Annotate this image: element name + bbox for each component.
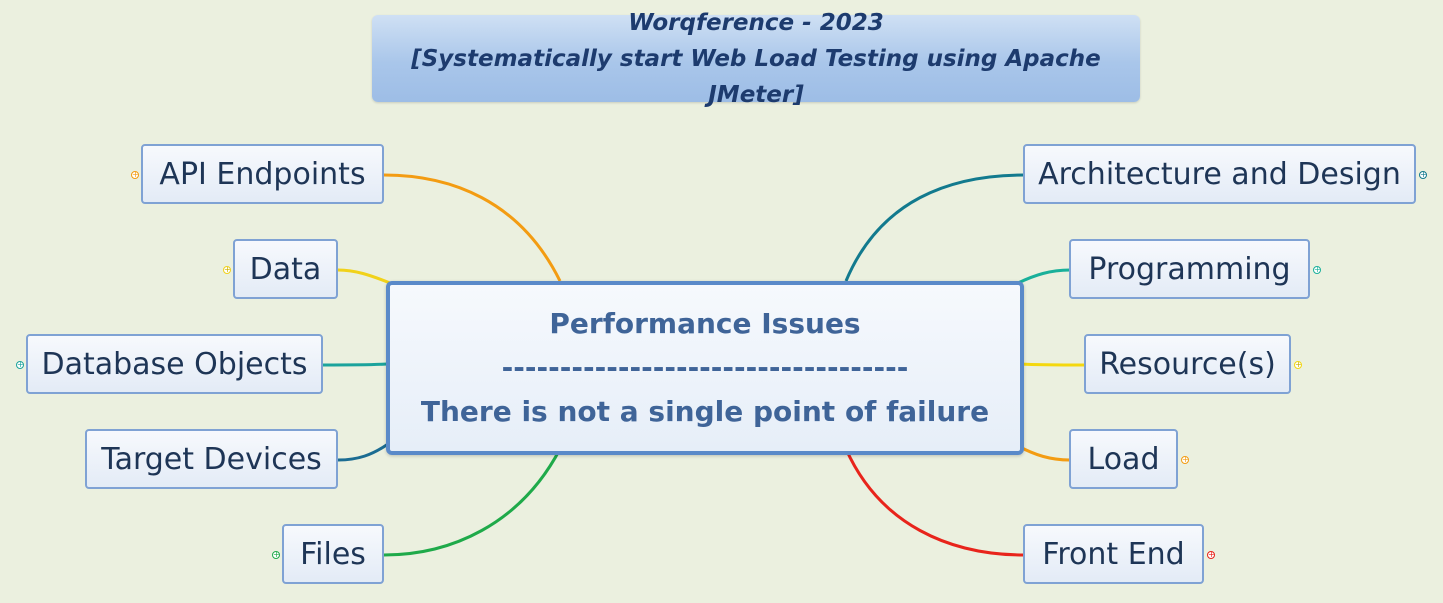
central-topic[interactable]: Performance Issues ---------------------… (386, 281, 1024, 455)
expand-icon[interactable]: + (1207, 550, 1215, 559)
connector-api-endpoints (383, 173, 562, 282)
connector-files (383, 448, 562, 557)
topic-label: Database Objects (41, 346, 308, 382)
topic-label: Files (300, 536, 366, 572)
expand-icon[interactable]: + (1313, 265, 1321, 274)
connector-load (1017, 444, 1071, 462)
topic-label: Architecture and Design (1038, 156, 1401, 192)
expand-icon[interactable]: + (1181, 455, 1189, 464)
connector-resources (1019, 362, 1086, 367)
topic-target-devices[interactable]: Target Devices (85, 429, 338, 489)
topic-files[interactable]: Files (282, 524, 384, 584)
topic-resources[interactable]: Resource(s) (1084, 334, 1291, 394)
central-topic-subheading: There is not a single point of failure (420, 395, 990, 428)
topic-database-objects[interactable]: Database Objects (26, 334, 323, 394)
map-title-line1: Worqference - 2023 (628, 9, 884, 36)
connector-data (337, 268, 391, 285)
expand-icon[interactable]: + (223, 265, 231, 274)
topic-label: Data (249, 251, 322, 287)
topic-label: Front End (1042, 536, 1185, 572)
map-title-line2: [Systematically start Web Load Testing u… (411, 45, 1101, 108)
connector-programming (1017, 268, 1071, 285)
topic-api-endpoints[interactable]: API Endpoints (141, 144, 384, 204)
connector-front-end (844, 448, 1025, 557)
central-topic-heading: Performance Issues (549, 307, 861, 340)
topic-data[interactable]: Data (233, 239, 338, 299)
topic-load[interactable]: Load (1069, 429, 1178, 489)
topic-label: Resource(s) (1099, 346, 1276, 382)
expand-icon[interactable]: + (131, 170, 139, 179)
expand-icon[interactable]: + (16, 360, 24, 369)
expand-icon[interactable]: + (1419, 170, 1427, 179)
central-topic-divider: ----------------------------------- (501, 351, 909, 384)
expand-icon[interactable]: + (272, 550, 280, 559)
topic-label: Load (1087, 441, 1160, 477)
connector-target-devices (337, 442, 389, 462)
topic-label: Target Devices (101, 441, 322, 477)
connector-database-objects (322, 362, 389, 367)
topic-label: Programming (1088, 251, 1291, 287)
topic-label: API Endpoints (159, 156, 366, 192)
expand-icon[interactable]: + (1294, 360, 1302, 369)
topic-front-end[interactable]: Front End (1023, 524, 1204, 584)
map-title[interactable]: Worqference - 2023 [Systematically start… (372, 10, 1140, 108)
topic-architecture-and-design[interactable]: Architecture and Design (1023, 144, 1416, 204)
connector-architecture (844, 173, 1025, 282)
topic-programming[interactable]: Programming (1069, 239, 1310, 299)
